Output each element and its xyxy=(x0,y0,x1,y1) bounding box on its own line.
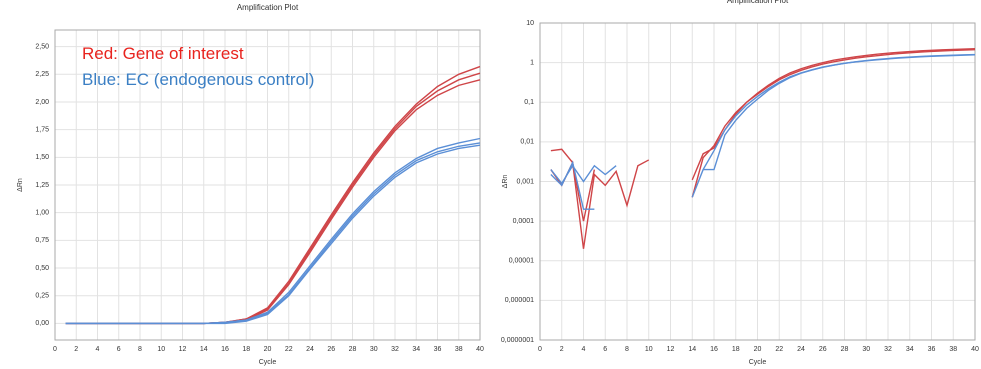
annotation: Red: Gene of interest xyxy=(82,44,244,63)
y-tick-label: 0,00 xyxy=(35,320,49,327)
x-tick-label: 38 xyxy=(949,346,957,353)
x-tick-label: 24 xyxy=(797,346,805,353)
x-tick-label: 30 xyxy=(370,346,378,353)
x-tick-label: 36 xyxy=(928,346,936,353)
plot-frame xyxy=(54,29,481,341)
series-line xyxy=(65,142,481,325)
x-tick-label: 32 xyxy=(391,346,399,353)
x-tick-label: 40 xyxy=(476,346,484,353)
x-tick-label: 16 xyxy=(221,346,229,353)
x-tick-label: 24 xyxy=(306,346,314,353)
y-tick-label: 10 xyxy=(526,20,534,27)
x-tick-label: 4 xyxy=(582,346,586,353)
series-line xyxy=(65,72,481,325)
x-tick-label: 2 xyxy=(560,346,564,353)
y-tick-label: 2,50 xyxy=(35,43,49,50)
x-tick-label: 10 xyxy=(157,346,165,353)
y-tick-label: 1,00 xyxy=(35,210,49,217)
x-tick-label: 4 xyxy=(96,346,100,353)
x-tick-label: 34 xyxy=(412,346,420,353)
series-line xyxy=(550,47,976,249)
y-axis-label: ΔRn xyxy=(502,175,509,189)
x-tick-label: 20 xyxy=(264,346,272,353)
y-tick-label: 2,00 xyxy=(35,99,49,106)
series-line xyxy=(550,54,976,210)
y-tick-label: 0,00001 xyxy=(509,258,534,265)
x-tick-label: 28 xyxy=(349,346,357,353)
y-tick-label: 0,000001 xyxy=(505,297,534,304)
x-tick-label: 38 xyxy=(455,346,463,353)
x-tick-label: 14 xyxy=(688,346,696,353)
x-axis-label: Cycle xyxy=(259,359,277,366)
x-tick-label: 20 xyxy=(754,346,762,353)
y-tick-label: 0,75 xyxy=(35,237,49,244)
x-tick-label: 2 xyxy=(74,346,78,353)
x-tick-label: 28 xyxy=(841,346,849,353)
annotation: Blue: EC (endogenous control) xyxy=(82,70,314,89)
x-tick-label: 6 xyxy=(117,346,121,353)
y-tick-label: 2,25 xyxy=(35,71,49,78)
x-tick-label: 16 xyxy=(710,346,718,353)
x-tick-label: 14 xyxy=(200,346,208,353)
y-axis-label: ΔRn xyxy=(17,178,24,192)
x-tick-label: 18 xyxy=(242,346,250,353)
x-tick-label: 30 xyxy=(862,346,870,353)
x-tick-label: 26 xyxy=(327,346,335,353)
x-tick-label: 32 xyxy=(884,346,892,353)
y-tick-label: 0,0001 xyxy=(513,218,535,225)
y-tick-label: 0,25 xyxy=(35,293,49,300)
series-line xyxy=(550,48,976,222)
chart-title: Amplification Plot xyxy=(237,3,299,12)
x-tick-label: 6 xyxy=(603,346,607,353)
y-tick-label: 1,75 xyxy=(35,126,49,133)
x-tick-label: 40 xyxy=(971,346,979,353)
x-tick-label: 12 xyxy=(667,346,675,353)
y-tick-label: 1,50 xyxy=(35,154,49,161)
y-tick-label: 0,50 xyxy=(35,265,49,272)
x-tick-label: 0 xyxy=(538,346,542,353)
y-tick-label: 0,001 xyxy=(516,178,534,185)
x-tick-label: 22 xyxy=(285,346,293,353)
x-axis-label: Cycle xyxy=(749,359,767,366)
series-line xyxy=(65,79,481,325)
x-tick-label: 8 xyxy=(625,346,629,353)
y-tick-label: 0,1 xyxy=(524,99,534,106)
y-tick-label: 0,0000001 xyxy=(501,337,534,344)
x-tick-label: 22 xyxy=(775,346,783,353)
x-tick-label: 34 xyxy=(906,346,914,353)
x-tick-label: 8 xyxy=(138,346,142,353)
series-line xyxy=(65,144,481,325)
x-tick-label: 26 xyxy=(819,346,827,353)
x-tick-label: 36 xyxy=(434,346,442,353)
y-tick-label: 1,25 xyxy=(35,182,49,189)
plot-frame xyxy=(539,22,976,341)
x-tick-label: 10 xyxy=(645,346,653,353)
y-tick-label: 1 xyxy=(530,59,534,66)
x-tick-label: 18 xyxy=(732,346,740,353)
x-tick-label: 0 xyxy=(53,346,57,353)
series-line xyxy=(550,53,976,185)
chart-title: Amplification Plot xyxy=(727,0,789,5)
y-tick-label: 0,01 xyxy=(520,139,534,146)
x-tick-label: 12 xyxy=(179,346,187,353)
